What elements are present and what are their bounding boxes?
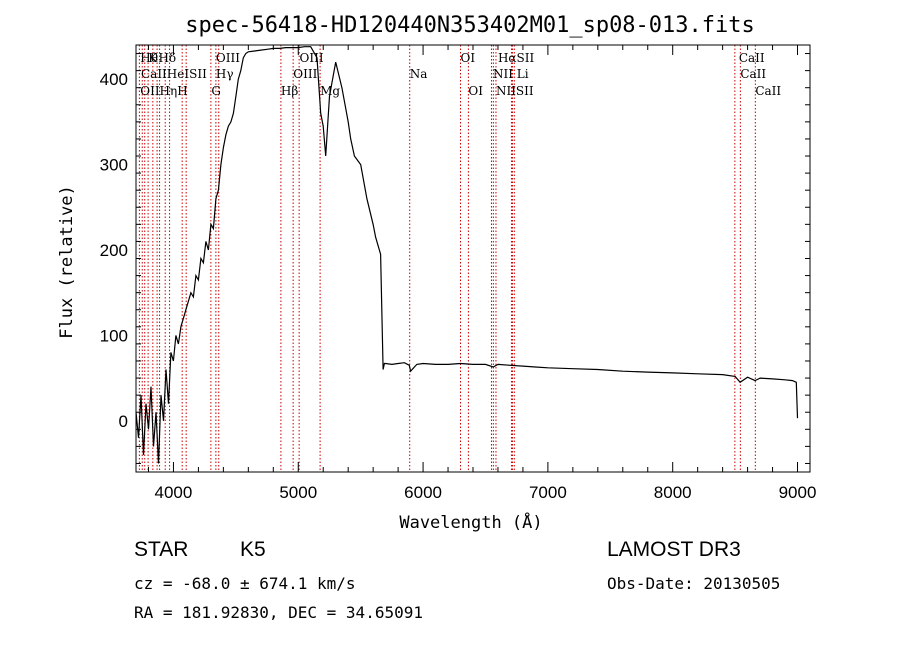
x-tick-label: 9000	[779, 483, 817, 502]
y-tick-label: 400	[100, 70, 128, 89]
line-label: Na	[410, 67, 428, 81]
line-label: CaII	[739, 51, 765, 65]
x-axis-label: Wavelength (Å)	[399, 511, 542, 533]
line-label: Hγ	[216, 67, 234, 81]
x-tick-label: 7000	[529, 483, 567, 502]
line-label: HαSII	[498, 51, 535, 65]
line-label: Hβ	[281, 84, 298, 98]
y-tick-label: 200	[100, 241, 128, 260]
y-tick-label: 0	[119, 412, 128, 431]
plot-frame	[135, 44, 811, 473]
object-subclass: K5	[240, 538, 266, 561]
chart-title: spec-56418-HD120440N353402M01_sp08-013.f…	[185, 13, 755, 38]
line-labels: HθK Hδ OIII OIII OI HαSII CaII CaIIHeISII Hγ OIII…	[140, 51, 781, 98]
redshift-text: cz = -68.0 ± 674.1 km/s	[134, 574, 356, 593]
object-class: STAR	[134, 538, 189, 561]
line-label: G	[211, 84, 221, 98]
line-label: K	[148, 51, 158, 65]
line-label: Hθ	[140, 51, 158, 65]
x-tick-label: 6000	[404, 483, 442, 502]
line-label: NII Li	[493, 67, 529, 81]
line-label: CaII	[755, 84, 781, 98]
x-tick-label: 8000	[654, 483, 692, 502]
line-label: OI	[468, 84, 483, 98]
line-label: OIII	[293, 67, 317, 81]
y-tick-label: 100	[100, 326, 128, 345]
line-label: OIIHηH	[140, 84, 187, 98]
line-label: CaII	[740, 67, 766, 81]
y-axis-label: Flux (relative)	[57, 185, 77, 339]
x-tick-label: 4000	[155, 483, 193, 502]
y-axis-ticks: 0 100 200 300 400	[100, 53, 810, 464]
obs-date: Obs-Date: 20130505	[607, 574, 781, 593]
spectrum-line	[135, 46, 799, 464]
x-axis-ticks: 4000 5000 6000 7000 8000 9000	[147, 45, 817, 502]
line-markers	[138, 45, 756, 472]
survey-label: LAMOST DR3	[607, 538, 741, 561]
x-tick-label: 5000	[279, 483, 317, 502]
line-label: OIII	[300, 51, 324, 65]
coordinates: RA = 181.92830, DEC = 34.65091	[134, 603, 423, 622]
y-tick-label: 300	[100, 156, 128, 175]
line-label: NIISII	[496, 84, 534, 98]
line-label: Hδ	[158, 51, 176, 65]
line-label: OIII	[216, 51, 240, 65]
line-label: OI	[461, 51, 476, 65]
line-label: CaIIHeISII	[141, 67, 207, 81]
